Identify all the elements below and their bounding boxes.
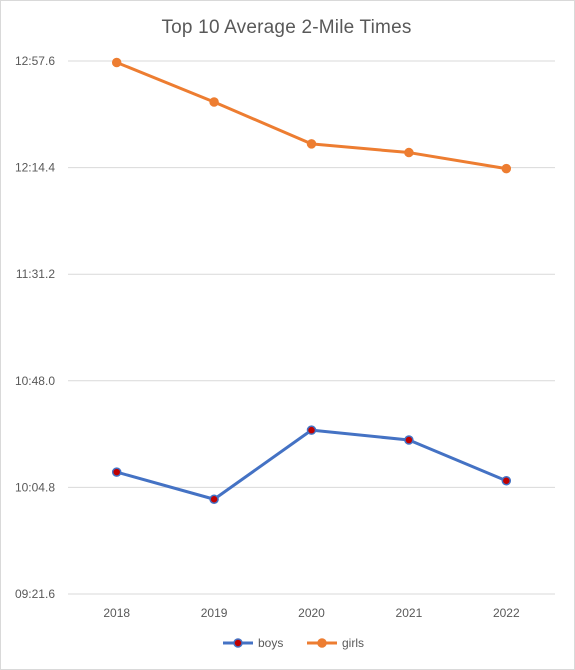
legend-swatch-marker (317, 638, 327, 648)
y-tick-label: 11:31.2 (16, 267, 55, 281)
legend-item-girls[interactable]: girls (307, 636, 364, 650)
y-tick-label: 09:21.6 (15, 587, 55, 601)
chart-title: Top 10 Average 2-Mile Times (161, 17, 412, 38)
legend-label: boys (258, 636, 283, 650)
data-point-girls[interactable] (501, 163, 512, 174)
data-point-girls[interactable] (111, 57, 122, 68)
data-point-boys[interactable] (111, 467, 122, 477)
data-point-girls[interactable] (404, 147, 414, 158)
y-tick-label: 12:57.6 (15, 54, 55, 68)
data-point-boys[interactable] (404, 435, 414, 445)
legend-label: girls (342, 636, 364, 650)
data-point-boys[interactable] (501, 475, 512, 486)
series-line-girls (115, 60, 508, 171)
series-layer (111, 57, 512, 504)
data-point-girls[interactable] (209, 97, 219, 107)
x-tick-label: 2019 (201, 606, 228, 620)
x-tick-label: 2020 (298, 606, 325, 620)
legend-item-boys[interactable]: boys (223, 636, 283, 650)
data-point-boys[interactable] (209, 494, 219, 504)
legend[interactable]: boys girls (223, 636, 364, 650)
data-point-boys[interactable] (306, 425, 317, 435)
y-axis-tick-labels: 09:21.6 10:04.8 10:48.0 11:31.2 12:14.4 12:57… (15, 54, 55, 601)
series-line-boys (115, 428, 508, 501)
x-tick-label: 2018 (103, 606, 130, 620)
data-point-girls[interactable] (306, 139, 317, 149)
gridlines (68, 60, 555, 595)
x-axis-tick-labels: 2018 2019 2020 2021 2022 (103, 606, 520, 620)
y-tick-label: 10:48.0 (15, 374, 55, 388)
legend-swatch-marker (233, 638, 243, 648)
x-tick-label: 2022 (493, 606, 520, 620)
y-tick-label: 10:04.8 (15, 480, 55, 494)
y-tick-label: 12:14.4 (15, 161, 55, 175)
x-tick-label: 2021 (396, 606, 423, 620)
